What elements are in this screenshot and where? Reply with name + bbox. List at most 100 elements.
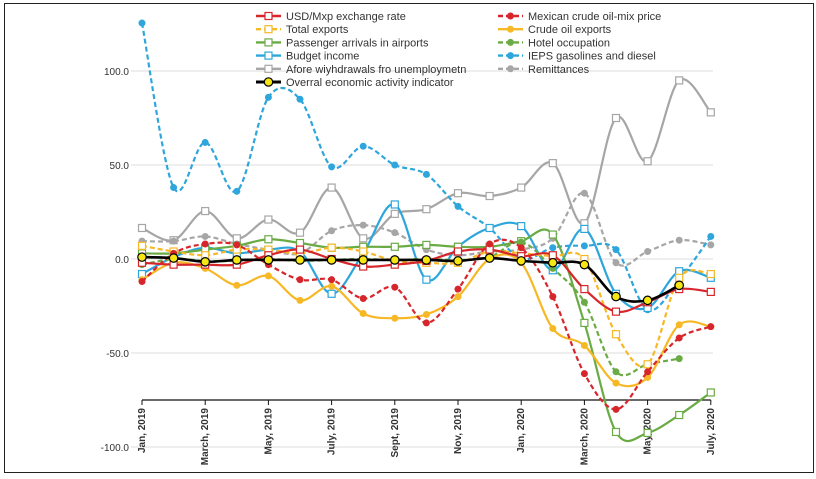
- data-point: [707, 241, 715, 249]
- legend-marker: [507, 12, 514, 20]
- data-point: [138, 278, 146, 286]
- data-point: [359, 247, 368, 256]
- x-tick-label: July, 2020: [706, 408, 717, 456]
- legend-marker: [507, 65, 514, 73]
- data-point: [549, 325, 557, 333]
- data-point: [170, 184, 178, 192]
- data-point: [549, 244, 557, 252]
- data-point: [517, 238, 525, 246]
- data-point: [674, 280, 684, 291]
- legend-label: Crude oil exports: [528, 24, 612, 36]
- data-point: [706, 108, 715, 117]
- x-tick-label: Nov, 2019: [453, 408, 464, 454]
- data-point: [675, 236, 683, 244]
- data-point: [517, 244, 525, 252]
- data-point: [201, 206, 210, 216]
- data-point: [327, 243, 336, 252]
- x-tick-label: Jan, 2019: [137, 408, 148, 453]
- data-point: [580, 242, 588, 250]
- data-point: [295, 228, 305, 237]
- data-point: [547, 257, 558, 268]
- data-point: [137, 223, 147, 233]
- data-point: [295, 255, 305, 265]
- data-point: [296, 276, 304, 284]
- legend-item: Passenger arrivals in airports: [256, 37, 429, 49]
- legend-label: Remittances: [528, 64, 590, 76]
- legend-label: Afore wiyhdrawals fro unemploymetn: [286, 64, 466, 76]
- data-point: [611, 291, 621, 302]
- data-point: [706, 269, 715, 279]
- data-point: [359, 142, 367, 150]
- legend-item: Budget income: [256, 51, 359, 63]
- series-line: [141, 192, 711, 267]
- data-point: [359, 234, 368, 243]
- data-point: [201, 232, 209, 240]
- data-point: [484, 253, 495, 263]
- data-point: [264, 235, 273, 244]
- data-point: [390, 200, 399, 209]
- data-point: [548, 251, 557, 260]
- legend-label: Passenger arrivals in airports: [286, 37, 429, 49]
- data-point: [675, 355, 683, 363]
- legend-label: Mexican crude oil-mix price: [528, 11, 661, 23]
- legend-marker: [264, 51, 273, 60]
- y-tick-label: 50.0: [110, 161, 130, 172]
- legend-label: Hotel occupation: [528, 37, 610, 49]
- data-point: [611, 427, 621, 437]
- data-point: [138, 19, 146, 27]
- data-point: [707, 232, 715, 240]
- data-point: [486, 240, 494, 248]
- data-point: [454, 285, 462, 293]
- data-point: [517, 222, 526, 231]
- y-tick-label: 0.0: [115, 255, 129, 266]
- data-point: [643, 428, 652, 437]
- data-point: [233, 187, 241, 195]
- data-point: [580, 189, 588, 197]
- data-point: [233, 241, 241, 249]
- data-point: [233, 281, 241, 289]
- data-point: [485, 191, 494, 201]
- data-point: [422, 170, 430, 178]
- data-point: [454, 202, 462, 210]
- x-tick-label: March, 2019: [200, 408, 211, 466]
- legend-marker: [264, 38, 273, 47]
- data-point: [201, 138, 209, 146]
- legend-item: Afore wiyhdrawals fro unemploymetn: [256, 64, 466, 76]
- x-tick-label: Sept, 2019: [390, 408, 401, 458]
- data-point: [580, 370, 588, 378]
- data-point: [548, 159, 557, 168]
- legend-item: USD/Mxp exchange rate: [256, 11, 406, 23]
- data-point: [422, 310, 430, 318]
- data-point: [675, 321, 683, 329]
- data-point: [422, 205, 431, 214]
- data-point: [168, 253, 179, 263]
- series-line: [141, 78, 712, 242]
- legend-marker: [264, 25, 273, 34]
- series-10: [137, 252, 684, 306]
- data-point: [390, 209, 399, 218]
- data-point: [391, 314, 399, 322]
- legend-item: Overral economic activity indicator: [256, 77, 454, 89]
- data-point: [548, 230, 557, 239]
- data-point: [391, 161, 399, 169]
- legend-item: Mexican crude oil-mix price: [498, 11, 661, 23]
- data-point: [328, 163, 336, 171]
- data-point: [296, 95, 304, 103]
- data-point: [327, 289, 336, 298]
- data-point: [644, 368, 652, 376]
- data-point: [517, 183, 526, 192]
- data-point: [358, 255, 368, 265]
- data-point: [612, 405, 620, 413]
- x-tick-label: Jan, 2020: [516, 408, 527, 453]
- data-point: [675, 76, 684, 85]
- data-point: [675, 267, 684, 276]
- legend-item: Hotel occupation: [498, 37, 610, 49]
- data-point: [137, 252, 147, 262]
- data-point: [580, 318, 589, 328]
- data-point: [453, 256, 463, 266]
- data-point: [264, 272, 272, 280]
- data-point: [612, 259, 620, 267]
- data-point: [549, 293, 557, 301]
- data-point: [422, 319, 430, 327]
